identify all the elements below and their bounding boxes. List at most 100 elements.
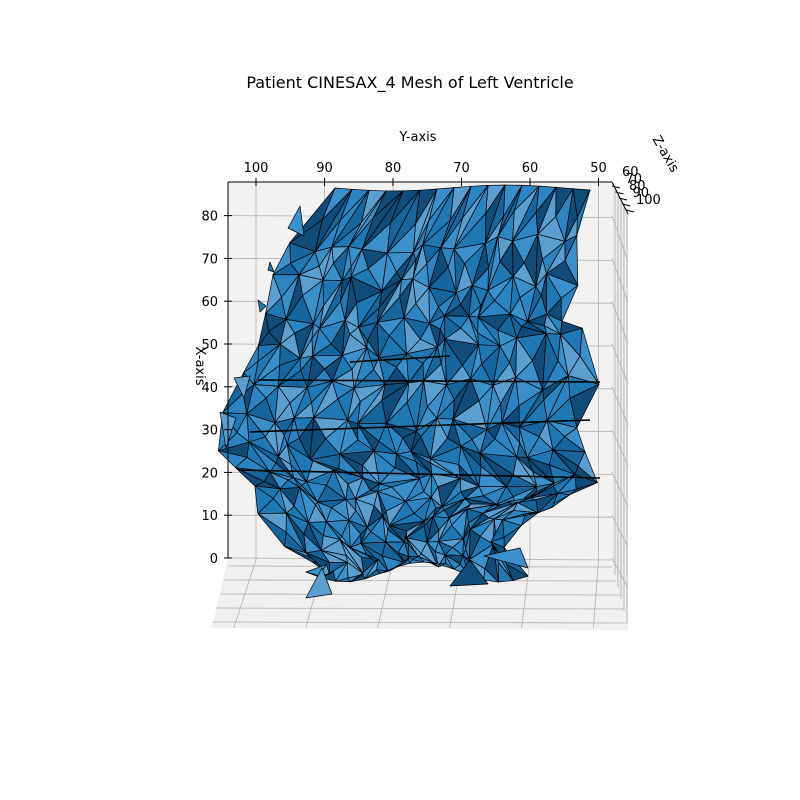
- grid-line-floor-depth: [223, 579, 617, 582]
- mesh-face: [257, 513, 287, 547]
- mesh-face: [517, 497, 537, 503]
- mesh-face: [335, 562, 349, 582]
- mesh-face: [333, 469, 349, 500]
- y-axis-label: Y-axis: [398, 130, 436, 145]
- mesh-face: [444, 338, 463, 386]
- mesh-face: [428, 247, 449, 288]
- mesh-face: [484, 184, 506, 244]
- mesh-face: [403, 317, 421, 355]
- mesh-face: [477, 316, 501, 347]
- mesh-face: [463, 508, 469, 539]
- mesh-face: [248, 441, 277, 473]
- mesh-face: [331, 190, 370, 248]
- mesh-face: [388, 525, 408, 543]
- grid-line-floor: [377, 559, 394, 629]
- x-tick-label: 10: [201, 509, 218, 524]
- mesh-face: [339, 419, 359, 455]
- mesh-face: [422, 187, 455, 246]
- mesh-face: [341, 246, 352, 282]
- mesh-face: [364, 558, 379, 580]
- z-tick-mark: [622, 203, 631, 207]
- mesh-face: [408, 556, 413, 564]
- mesh-face: [382, 515, 389, 543]
- mesh-face: [299, 487, 316, 523]
- grid-line-floor-depth: [211, 621, 629, 624]
- mesh-face: [381, 252, 397, 292]
- x-axis-label: X-axis: [192, 347, 207, 386]
- mesh-face: [246, 413, 266, 443]
- mesh-face: [403, 278, 417, 319]
- mesh-face: [309, 417, 327, 461]
- mesh-face: [560, 334, 581, 376]
- mesh-face: [453, 185, 489, 250]
- mesh-face: [449, 559, 489, 587]
- mesh-face: [279, 488, 295, 514]
- mesh-face: [319, 280, 343, 329]
- mesh-face: [552, 449, 579, 475]
- mesh-face: [348, 519, 362, 548]
- mesh-ridge: [257, 379, 601, 383]
- mesh-face: [355, 477, 371, 500]
- x-tick-label: 50: [201, 338, 218, 353]
- mesh-face: [313, 279, 324, 325]
- x-tick-label: 30: [201, 424, 218, 439]
- y-tick-label: 50: [590, 161, 607, 176]
- mesh-face: [490, 519, 505, 543]
- mesh-face: [430, 458, 461, 479]
- mesh-face: [272, 242, 291, 276]
- mesh-face: [542, 333, 559, 391]
- z-axis-label: Z-axis: [649, 133, 682, 175]
- x-tick-label: 40: [201, 381, 218, 396]
- mesh-face: [360, 527, 372, 544]
- mesh-face: [460, 445, 482, 487]
- mesh-face: [546, 420, 566, 451]
- mesh-face: [347, 387, 361, 421]
- mesh-face: [246, 384, 267, 415]
- mesh-face: [265, 274, 282, 314]
- x-tick-label: 80: [201, 210, 218, 225]
- y-tick-label: 90: [316, 161, 333, 176]
- y-tick-label: 60: [522, 161, 539, 176]
- mesh-face: [358, 326, 368, 349]
- ventricle-mesh: [218, 184, 601, 599]
- mesh-face: [243, 345, 259, 374]
- mesh-face: [426, 516, 440, 543]
- mesh-face: [496, 486, 514, 505]
- mesh-face: [479, 453, 514, 487]
- mesh-face: [436, 384, 455, 419]
- z-tick-mark: [615, 191, 624, 195]
- mesh-face: [468, 285, 482, 317]
- mesh-face: [557, 474, 577, 494]
- mesh-face: [537, 187, 557, 235]
- mesh-face: [322, 246, 334, 281]
- mesh-face: [529, 482, 555, 499]
- mesh-face: [373, 450, 396, 485]
- mesh-face: [307, 522, 324, 551]
- mesh-face: [269, 471, 289, 490]
- mesh-face: [355, 498, 375, 528]
- mesh-face: [405, 537, 422, 557]
- mesh-face: [385, 541, 406, 564]
- mesh-face: [452, 418, 473, 447]
- mesh-face: [410, 451, 433, 474]
- mesh-face: [345, 499, 357, 521]
- mesh-face: [357, 423, 380, 452]
- mesh-face: [512, 240, 525, 277]
- mesh-face: [378, 357, 397, 385]
- mesh-face: [479, 429, 496, 454]
- mesh-face: [501, 422, 520, 458]
- mesh-face: [388, 500, 415, 526]
- mesh-face: [358, 290, 383, 328]
- mesh-face: [546, 313, 563, 335]
- mesh-face: [348, 190, 387, 247]
- mesh-face: [350, 547, 379, 560]
- mesh-face: [412, 244, 428, 280]
- z-tick-label: 70: [626, 172, 643, 187]
- mesh-face: [438, 517, 452, 542]
- mesh-face: [501, 376, 520, 424]
- mesh-face: [437, 563, 447, 568]
- mesh-face: [453, 248, 465, 293]
- mesh-face: [515, 337, 533, 378]
- mesh-face: [357, 384, 386, 425]
- mesh-face: [339, 539, 365, 575]
